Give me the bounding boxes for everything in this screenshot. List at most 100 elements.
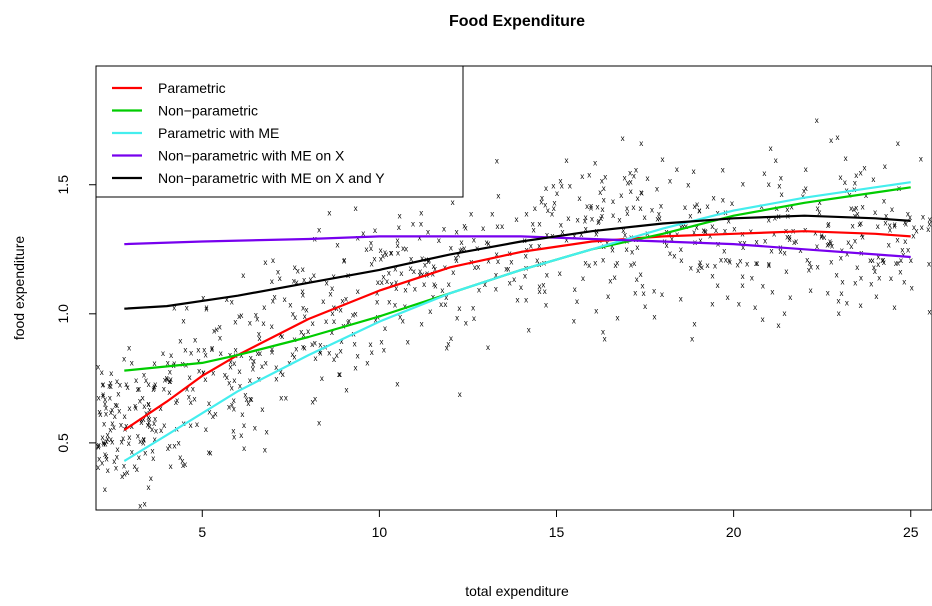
scatter-point: x: [614, 261, 618, 270]
scatter-point: x: [240, 410, 244, 419]
scatter-point: x: [805, 255, 809, 264]
scatter-point: x: [880, 256, 884, 265]
scatter-point: x: [147, 418, 151, 427]
scatter-point: x: [369, 244, 373, 253]
scatter-point: x: [141, 439, 145, 448]
scatter-point: x: [550, 210, 554, 219]
scatter-point: x: [888, 221, 892, 230]
scatter-point: x: [172, 359, 176, 368]
scatter-point: x: [601, 327, 605, 336]
series-line: [124, 214, 911, 310]
scatter-point: x: [853, 178, 857, 187]
scatter-point: x: [606, 292, 610, 301]
scatter-point: x: [896, 235, 900, 244]
scatter-point: x: [785, 232, 789, 241]
scatter-point: x: [625, 245, 629, 254]
scatter-point: x: [849, 242, 853, 251]
scatter-point: x: [147, 399, 151, 408]
scatter-point: x: [102, 419, 106, 428]
scatter-point: x: [643, 213, 647, 222]
scatter-point: x: [898, 268, 902, 277]
scatter-point: x: [127, 343, 131, 352]
scatter-point: x: [804, 184, 808, 193]
scatter-point: x: [815, 116, 819, 125]
scatter-point: x: [928, 215, 932, 224]
x-axis: 5 10 15 20 25: [198, 509, 919, 540]
scatter-point: x: [330, 328, 334, 337]
scatter-point: x: [926, 225, 930, 234]
scatter-point: x: [610, 242, 614, 251]
scatter-point: x: [136, 385, 140, 394]
scatter-point: x: [167, 388, 171, 397]
scatter-point: x: [251, 365, 255, 374]
scatter-point: x: [639, 270, 643, 279]
scatter-point: x: [661, 155, 665, 164]
scatter-point: x: [455, 313, 459, 322]
scatter-point: x: [679, 256, 683, 265]
scatter-point: x: [767, 215, 771, 224]
scatter-point: x: [365, 359, 369, 368]
scatter-point: x: [124, 380, 128, 389]
scatter-point: x: [124, 421, 128, 430]
scatter-point: x: [202, 345, 206, 354]
scatter-point: x: [148, 422, 152, 431]
scatter-point: x: [849, 204, 853, 213]
scatter-point: x: [108, 426, 112, 435]
scatter-point: x: [716, 281, 720, 290]
scatter-point: x: [168, 377, 172, 386]
scatter-point: x: [883, 218, 887, 227]
scatter-point: x: [551, 182, 555, 191]
scatter-point: x: [515, 295, 519, 304]
scatter-point: x: [597, 216, 601, 225]
scatter-point: x: [309, 275, 313, 284]
scatter-point: x: [187, 393, 191, 402]
scatter-point: x: [147, 380, 151, 389]
scatter-point: x: [133, 462, 137, 471]
scatter-point: x: [302, 344, 306, 353]
scatter-point: x: [399, 269, 403, 278]
scatter-point: x: [356, 352, 360, 361]
scatter-point: x: [172, 303, 176, 312]
scatter-point: x: [639, 139, 643, 148]
scatter-point: x: [151, 385, 155, 394]
scatter-point: x: [700, 263, 704, 272]
scatter-point: x: [340, 337, 344, 346]
scatter-point: x: [910, 284, 914, 293]
scatter-point: x: [490, 210, 494, 219]
scatter-point: x: [246, 399, 250, 408]
scatter-point: x: [153, 415, 157, 424]
scatter-point: x: [232, 405, 236, 414]
scatter-point: x: [578, 194, 582, 203]
scatter-point: x: [594, 307, 598, 316]
scatter-point: x: [389, 249, 393, 258]
scatter-point: x: [730, 199, 734, 208]
scatter-point: x: [808, 258, 812, 267]
scatter-point: x: [679, 223, 683, 232]
scatter-point: x: [105, 454, 109, 463]
scatter-point: x: [107, 381, 111, 390]
scatter-point: x: [207, 448, 211, 457]
scatter-point: x: [114, 401, 118, 410]
scatter-point: x: [721, 166, 725, 175]
scatter-point: x: [884, 212, 888, 221]
scatter-point: x: [745, 260, 749, 269]
scatter-point: x: [859, 168, 863, 177]
scatter-point: x: [178, 336, 182, 345]
scatter-point: x: [406, 338, 410, 347]
scatter-point: x: [396, 236, 400, 245]
scatter-point: x: [295, 278, 299, 287]
scatter-point: x: [353, 340, 357, 349]
scatter-point: x: [853, 212, 857, 221]
scatter-point: x: [375, 298, 379, 307]
scatter-point: x: [855, 210, 859, 219]
scatter-point: x: [321, 297, 325, 306]
scatter-point: x: [839, 253, 843, 262]
scatter-point: x: [178, 453, 182, 462]
scatter-point: x: [710, 222, 714, 231]
scatter-point: x: [909, 256, 913, 265]
scatter-point: x: [449, 243, 453, 252]
scatter-point: x: [426, 227, 430, 236]
scatter-point: x: [195, 420, 199, 429]
scatter-point: x: [473, 263, 477, 272]
scatter-point: x: [394, 278, 398, 287]
